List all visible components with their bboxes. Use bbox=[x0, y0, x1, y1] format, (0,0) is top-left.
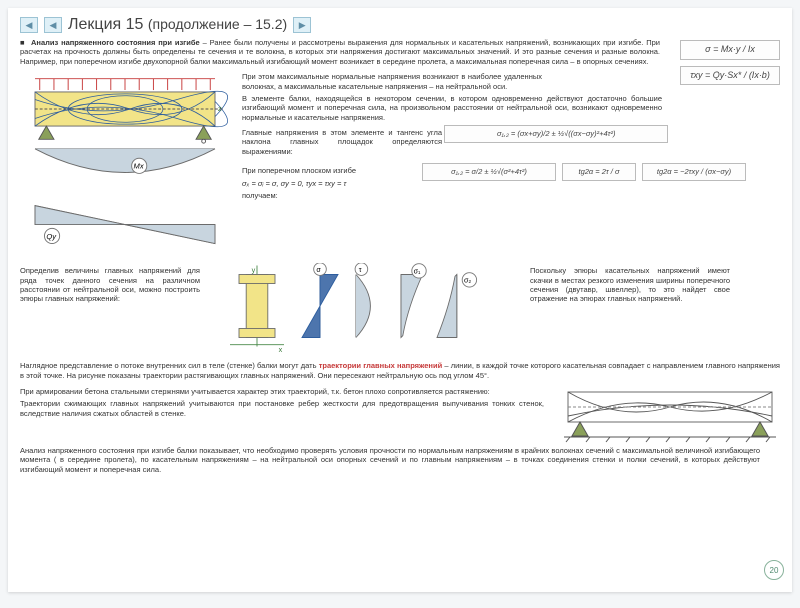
svg-text:z: z bbox=[218, 104, 222, 113]
intro-paragraph: ■ Анализ напряженного состояния при изги… bbox=[20, 38, 660, 66]
para-right-of-diags: Поскольку эпюры касательных напряжений и… bbox=[530, 266, 730, 304]
title-sub: (продолжение – 15.2) bbox=[148, 16, 287, 32]
para-r4a: При поперечном плоском изгибе bbox=[242, 166, 412, 175]
traj-term: траектории главных напряжений bbox=[319, 361, 443, 370]
formula-sidebar: σ = Mx·y / Ix τxy = Qy·Sx* / (Ix·b) bbox=[680, 40, 780, 85]
para-left-below: Определив величины главных напряжений дл… bbox=[20, 266, 200, 304]
svg-text:y: y bbox=[252, 266, 256, 275]
svg-text:Mx: Mx bbox=[134, 162, 144, 171]
title-main: Лекция 15 bbox=[68, 16, 143, 33]
para-r3: Главные напряжения в этом элементе и тан… bbox=[242, 128, 442, 156]
sigma-epures: y x σ τ bbox=[230, 263, 500, 358]
para-r2: В элементе балки, находящейся в некоторо… bbox=[242, 94, 662, 122]
para-final: Анализ напряженного состояния при изгибе… bbox=[20, 446, 760, 474]
formula-tau: τxy = Qy·Sx* / (Ix·b) bbox=[680, 66, 780, 86]
svg-text:τ: τ bbox=[359, 265, 362, 274]
page-title: Лекция 15 (продолжение – 15.2) bbox=[68, 16, 287, 34]
beam-diagram: z Mx Qy bbox=[20, 69, 230, 255]
prev-button[interactable]: ◀ bbox=[20, 17, 38, 33]
para-traj1: Наглядное представление о потоке внутрен… bbox=[20, 361, 780, 380]
para-r1: При этом максимальные нормальные напряже… bbox=[242, 72, 542, 91]
svg-text:σ: σ bbox=[316, 265, 321, 274]
formula-tg2a-full: tg2α = −2τxy / (σx−σy) bbox=[642, 163, 746, 181]
formula-principal-simplified: σ₁,₂ = σ/2 ± ½√(σ²+4τ²) bbox=[422, 163, 556, 181]
para-r4c: получаем: bbox=[242, 191, 412, 200]
svg-text:Qy: Qy bbox=[46, 232, 57, 241]
svg-text:σ₂: σ₂ bbox=[464, 276, 471, 285]
page-number: 20 bbox=[764, 560, 784, 580]
formula-tg2a: tg2α = 2τ / σ bbox=[562, 163, 636, 181]
para-traj2: При армировании бетона стальными стержня… bbox=[20, 387, 544, 396]
formula-sigma: σ = Mx·y / Ix bbox=[680, 40, 780, 60]
svg-text:x: x bbox=[279, 345, 283, 354]
para-traj3: Траектории сжимающих главных напряжений … bbox=[20, 399, 544, 418]
reinforced-beam-diagram bbox=[560, 384, 780, 444]
formula-principal: σ₁,₂ = (σx+σy)/2 ± ½√((σx−σy)²+4τ²) bbox=[444, 125, 668, 143]
para-r4b: σₓ = σᵢ = σ, σy = 0, τyx = τxy = τ bbox=[242, 179, 412, 188]
prev-button-2[interactable]: ◀ bbox=[44, 17, 62, 33]
svg-text:σ₁: σ₁ bbox=[414, 267, 421, 276]
next-button[interactable]: ▶ bbox=[293, 17, 311, 33]
intro-lead: Анализ напряженного состояния при изгибе bbox=[31, 38, 200, 47]
